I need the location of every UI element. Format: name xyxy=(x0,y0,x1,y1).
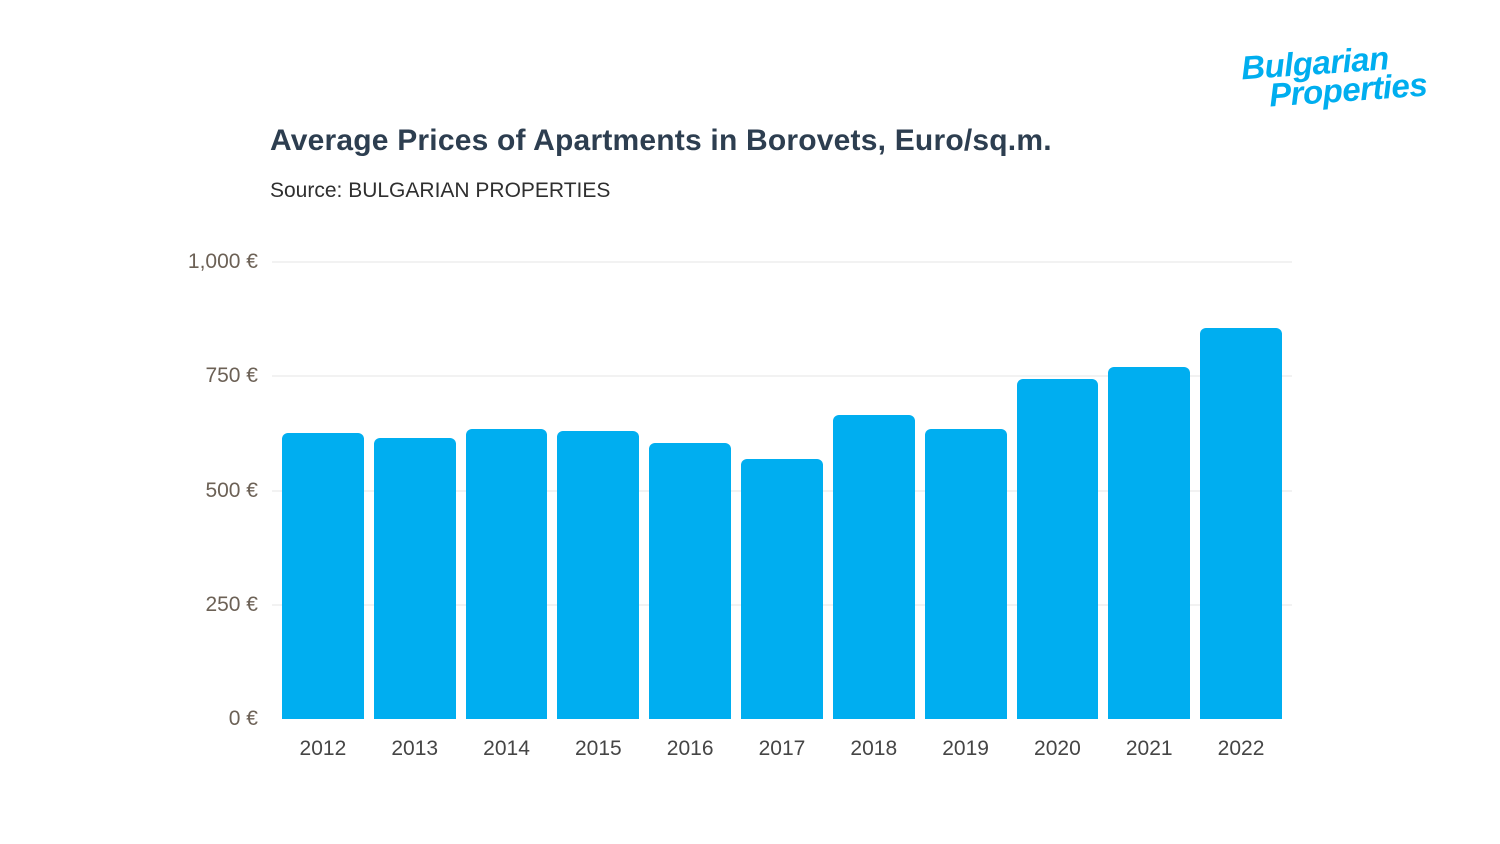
bar-column-2022: 2022 xyxy=(1200,262,1282,760)
bar-column-2014: 2014 xyxy=(465,262,548,760)
x-tick-label-2014: 2014 xyxy=(483,737,530,760)
bar-column-2017: 2017 xyxy=(741,262,823,760)
bar-column-2019: 2019 xyxy=(924,262,1007,760)
x-tick-label-2019: 2019 xyxy=(942,737,989,760)
bar-column-2016: 2016 xyxy=(649,262,732,760)
x-tick-label-2017: 2017 xyxy=(758,737,806,760)
bar-2020 xyxy=(1016,378,1099,719)
bar-2018 xyxy=(832,415,915,719)
x-tick-label-2021: 2021 xyxy=(1125,737,1173,760)
bar-column-2015: 2015 xyxy=(557,262,640,760)
bar-2022 xyxy=(1200,328,1282,719)
y-tick-label-250: 250 € xyxy=(205,592,258,616)
bar-2013 xyxy=(373,437,456,719)
x-tick-label-2013: 2013 xyxy=(391,737,439,760)
bar-2015 xyxy=(557,431,640,719)
bar-2012 xyxy=(282,433,364,719)
bar-column-2021: 2021 xyxy=(1108,262,1191,760)
bar-2019 xyxy=(924,428,1007,719)
y-tick-label-750: 750 € xyxy=(205,364,258,388)
x-tick-label-2012: 2012 xyxy=(299,737,347,760)
gridline-750 xyxy=(272,375,1292,377)
plot-area: 0 €250 €500 €750 €1,000 €2012 2013 2014 201… xyxy=(188,250,1292,760)
gridline-1000 xyxy=(272,261,1292,263)
bar-2016 xyxy=(649,442,732,719)
bar-column-2013: 2013 xyxy=(373,262,456,760)
bar-2017 xyxy=(741,458,823,719)
y-tick-label-0: 0 € xyxy=(228,707,258,730)
bar-column-2012: 2012 xyxy=(282,262,364,760)
bar-2021 xyxy=(1108,367,1191,719)
chart-source: Source: BULGARIAN PROPERTIES xyxy=(270,179,611,202)
x-tick-label-2018: 2018 xyxy=(850,737,898,760)
y-tick-label-500: 500 € xyxy=(205,478,258,502)
bars-row: 2012 2013 2014 2015 2016 2017 2018 2019 2020 2021… xyxy=(272,262,1292,760)
bar-column-2018: 2018 xyxy=(832,262,915,760)
logo-line2: Properties xyxy=(1267,65,1429,114)
chart-title: Average Prices of Apartments in Borovets… xyxy=(270,124,1052,157)
x-tick-label-2016: 2016 xyxy=(666,737,714,760)
y-tick-label-1000: 1,000 € xyxy=(187,250,258,273)
x-tick-label-2022: 2022 xyxy=(1217,737,1265,760)
bar-column-2020: 2020 xyxy=(1016,262,1099,760)
bulgarian-properties-logo: Bulgarian Properties xyxy=(1240,39,1429,114)
bar-2014 xyxy=(465,428,548,719)
x-tick-label-2020: 2020 xyxy=(1034,737,1081,760)
x-tick-label-2015: 2015 xyxy=(574,737,622,760)
